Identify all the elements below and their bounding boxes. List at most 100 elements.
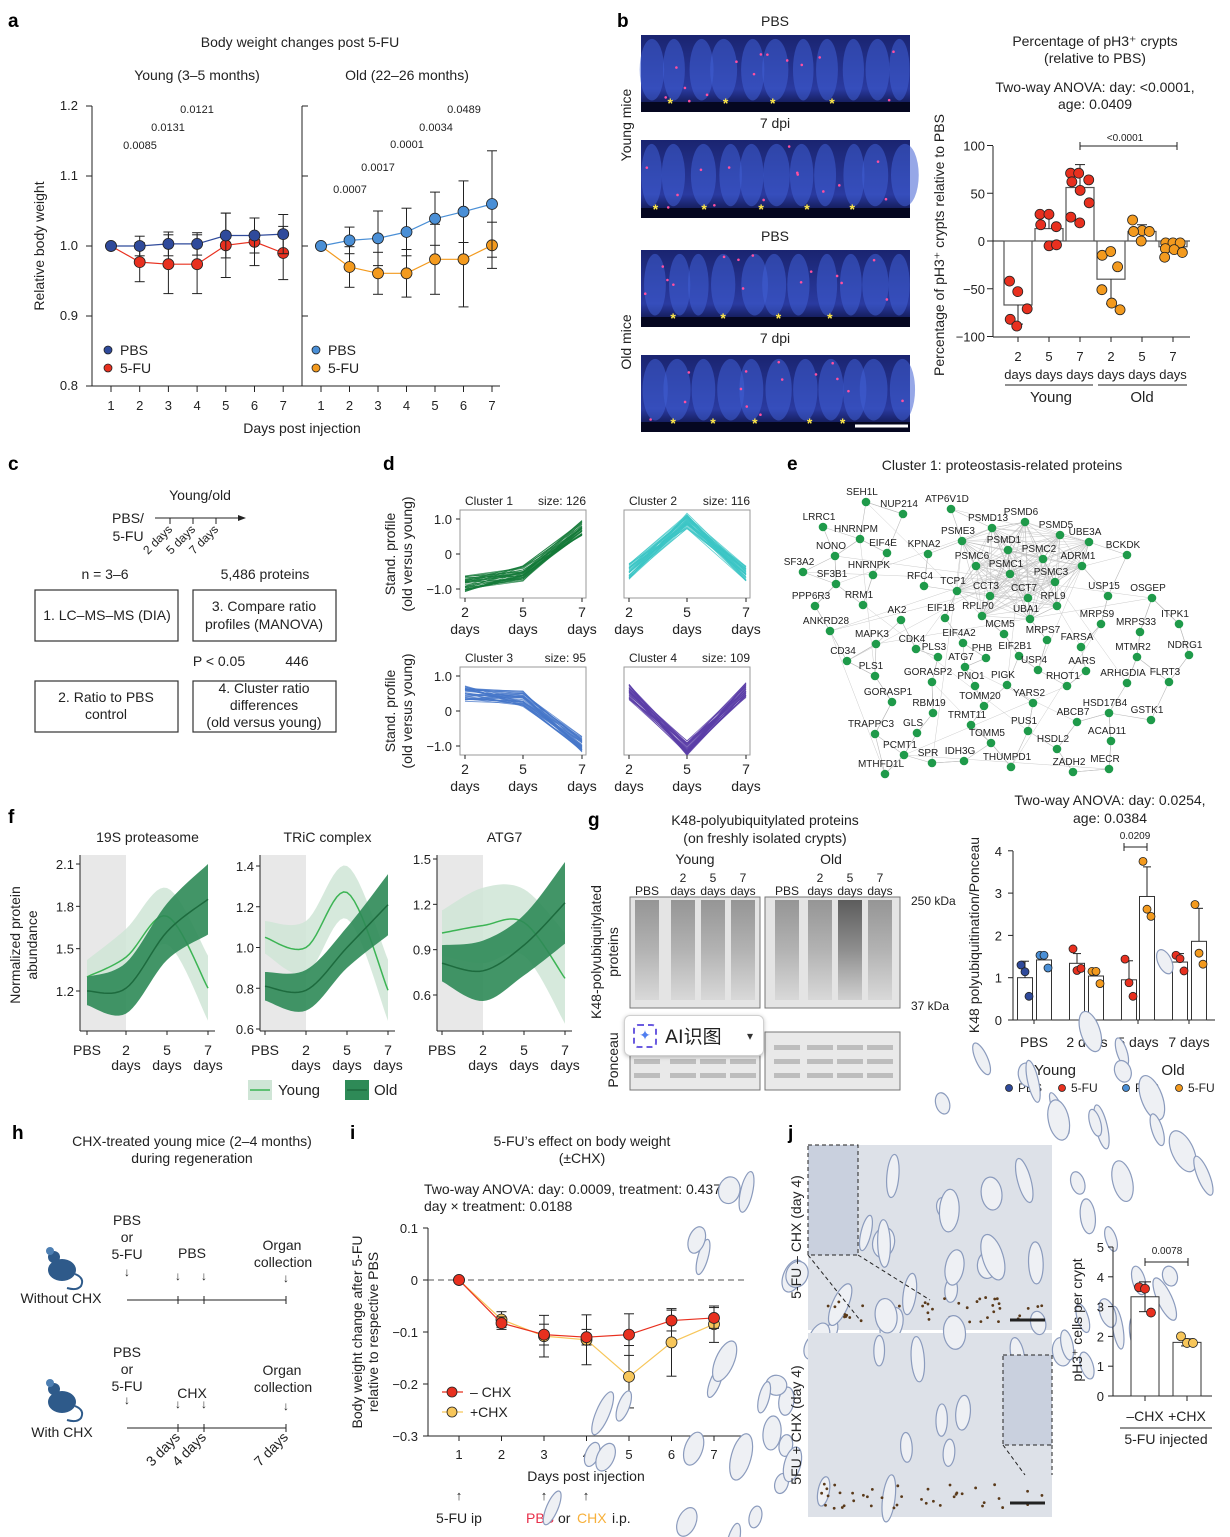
a-data-point (457, 205, 470, 218)
f-ytick-label: 0.6 (413, 988, 431, 1003)
j-ph3-stain (820, 1491, 824, 1495)
j-ph3-stain (892, 1506, 896, 1510)
e-protein-node (1147, 593, 1157, 603)
h-arrow-down-icon: ↓ (201, 1269, 207, 1283)
c-box3-text-2: profiles (MANOVA) (205, 616, 323, 632)
b-lumen (641, 422, 910, 432)
b-ph3-signal (759, 413, 762, 417)
d-xtick-label: 5 (519, 761, 527, 777)
e-protein-node (1002, 680, 1012, 690)
j-ytick-label: 2 (1097, 1329, 1104, 1344)
j-ph3-stain (897, 1304, 901, 1308)
b-crypt-asterisk: * (758, 201, 764, 217)
e-network-edge (1100, 595, 1109, 625)
b-stats: Two-way ANOVA: day: <0.0001, (995, 79, 1194, 95)
e-network-edge (950, 508, 1090, 543)
i-xtick-label: 6 (668, 1447, 675, 1462)
e-protein-label: PSMC2 (1022, 544, 1057, 555)
h-arrow-down-icon: ↓ (201, 1397, 207, 1411)
j-villus (902, 1272, 918, 1316)
b-villus (793, 358, 818, 421)
i-data-point (708, 1312, 720, 1324)
i-ytick-label: −0.2 (392, 1377, 418, 1392)
a-xtick-label: 3 (165, 398, 172, 413)
j-ph3-stain (1026, 1489, 1029, 1493)
h-without-chx-label: Without CHX (21, 1290, 103, 1306)
d-xtick-unit: days (567, 621, 597, 637)
d-protein-profile-line (464, 693, 583, 742)
f-xtick-label: PBS (251, 1042, 279, 1058)
mouse-ear (46, 1247, 54, 1255)
g-data-point (1190, 900, 1200, 909)
j-ph3-stain (852, 1499, 856, 1503)
b-crypt-asterisk: * (804, 201, 810, 217)
g-ponceau-band (837, 1045, 863, 1050)
d-protein-profile-line (464, 688, 583, 751)
b-data-point (1114, 304, 1126, 316)
b-data-point (1105, 246, 1117, 257)
f-xtick-unit: days (291, 1057, 321, 1073)
chevron-down-icon[interactable]: ▾ (746, 1028, 753, 1043)
d-protein-profile-line (464, 700, 583, 743)
b-ph3-signal (777, 360, 781, 364)
j-ph3-stain (870, 1487, 874, 1491)
j-villus (858, 1214, 874, 1252)
b-data-point (1004, 313, 1016, 325)
e-protein-node (1042, 635, 1052, 645)
e-network-edge (1139, 597, 1153, 633)
b-villus (862, 253, 889, 316)
d-protein-profile-line (628, 687, 747, 749)
e-protein-node (919, 581, 929, 591)
j-inset-top (807, 1144, 859, 1256)
b-ph3-signal (727, 166, 731, 169)
ai-image-recognition-button[interactable]: ✦ AI识图 ▾ (624, 1015, 764, 1056)
e-protein-label: FARSA (1061, 632, 1094, 643)
j-ph3-stain (938, 1503, 942, 1507)
b-ph3-signal (780, 378, 784, 381)
d-xtick-unit: days (731, 621, 761, 637)
e-network-edge (950, 508, 993, 529)
e-network-edge (1007, 541, 1090, 551)
j-ph3-stain (1026, 1307, 1030, 1310)
e-protein-node (1184, 650, 1194, 660)
j-data-point (1146, 1307, 1156, 1318)
a-data-point (343, 234, 356, 247)
e-protein-label: PCMT1 (883, 740, 917, 751)
c-box4-text-2: differences (230, 697, 298, 713)
b-ph3-signal (713, 203, 716, 207)
e-network-edge (886, 513, 904, 554)
d-xtick-unit: days (672, 621, 702, 637)
g-lane-label-2: days (837, 884, 862, 898)
e-protein-label: ANKRD28 (803, 616, 850, 627)
a-data-point (133, 256, 146, 269)
d-ytick-label: −1.0 (426, 582, 452, 597)
b-ph3-signal (818, 56, 821, 59)
g-lane-label: 7 (740, 871, 747, 885)
d-xtick-unit: days (614, 778, 644, 794)
b-ytick-label: 100 (963, 139, 985, 154)
g-ponceau-band (670, 1059, 696, 1064)
b-micrograph-1 (641, 140, 919, 218)
e-network-edge (991, 527, 1061, 536)
e-network-edge (1108, 682, 1128, 714)
j-ph3-stain (920, 1497, 923, 1501)
f-ytick-label: 1.8 (56, 899, 74, 914)
j-villus (935, 1403, 948, 1437)
f-xtick-label: PBS (428, 1042, 456, 1058)
e-protein-label: FLRT3 (1150, 667, 1181, 678)
j-ph3-stain (895, 1503, 899, 1507)
a-legend-marker (311, 345, 321, 355)
h-injection-label: or (121, 1229, 134, 1245)
i-legend-label: +CHX (470, 1404, 508, 1420)
a-xtick-label: 6 (251, 398, 258, 413)
e-protein-node (987, 523, 997, 533)
e-network-edge (981, 597, 1029, 617)
e-protein-label: SEH1L (846, 487, 878, 498)
b-ph3-signal (722, 255, 726, 259)
e-network-edge (1059, 534, 1083, 567)
d-xtick-label: 7 (742, 604, 750, 620)
d-ylabel: Stand. profile (382, 670, 398, 753)
e-network-edge (1007, 534, 1061, 551)
e-network-edge (931, 760, 965, 764)
b-crypt-asterisk: * (670, 415, 676, 431)
